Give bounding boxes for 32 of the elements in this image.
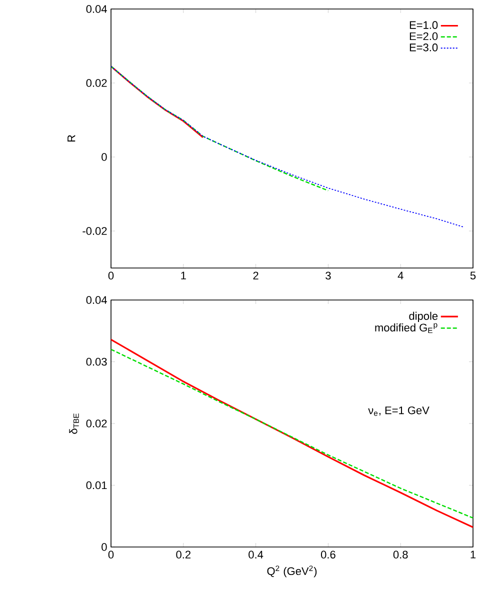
y-axis-title: R <box>68 135 76 142</box>
y-tick-label: 0.04 <box>86 5 107 13</box>
x-tick-label: 0.6 <box>320 550 336 559</box>
annotation: ν$_{e}$, E=1 GeV <box>368 406 430 416</box>
x-tick-label: 0.4 <box>248 550 264 559</box>
y-tick-label: 0 <box>102 153 107 161</box>
x-tick-label: 1 <box>181 272 186 280</box>
y-tick-label: 0.01 <box>86 481 107 490</box>
y-tick-label: 0.04 <box>86 296 107 304</box>
y-tick-label: -0.02 <box>82 227 107 235</box>
x-tick-label: 0 <box>108 550 114 559</box>
legend-label: dipole <box>409 312 438 322</box>
legend-label: E=3.0 <box>410 44 438 52</box>
x-tick-label: 0.8 <box>393 550 408 559</box>
y-axis-title: δ$_{TBE}$ <box>69 414 79 434</box>
line-series <box>111 66 329 192</box>
x-tick-label: 5 <box>470 272 476 280</box>
y-tick-label: 0.03 <box>86 358 107 366</box>
line-series <box>111 66 204 138</box>
x-tick-label: 0 <box>108 272 114 280</box>
legend-label: E=1.0 <box>410 21 438 29</box>
x-tick-label: 4 <box>398 272 404 280</box>
x-axis-title: Q$^{2}$ (GeV$^{2}$) <box>267 566 317 578</box>
x-tick-label: 3 <box>326 272 331 280</box>
y-tick-label: 0.02 <box>86 79 107 87</box>
y-tick-label: 0 <box>102 543 107 551</box>
x-tick-label: 2 <box>253 272 258 280</box>
legend-label: E=2.0 <box>410 32 438 40</box>
x-tick-label: 1 <box>470 550 476 558</box>
y-tick-label: 0.02 <box>86 420 107 428</box>
x-tick-label: 0.2 <box>176 550 190 559</box>
line-series <box>111 66 465 228</box>
